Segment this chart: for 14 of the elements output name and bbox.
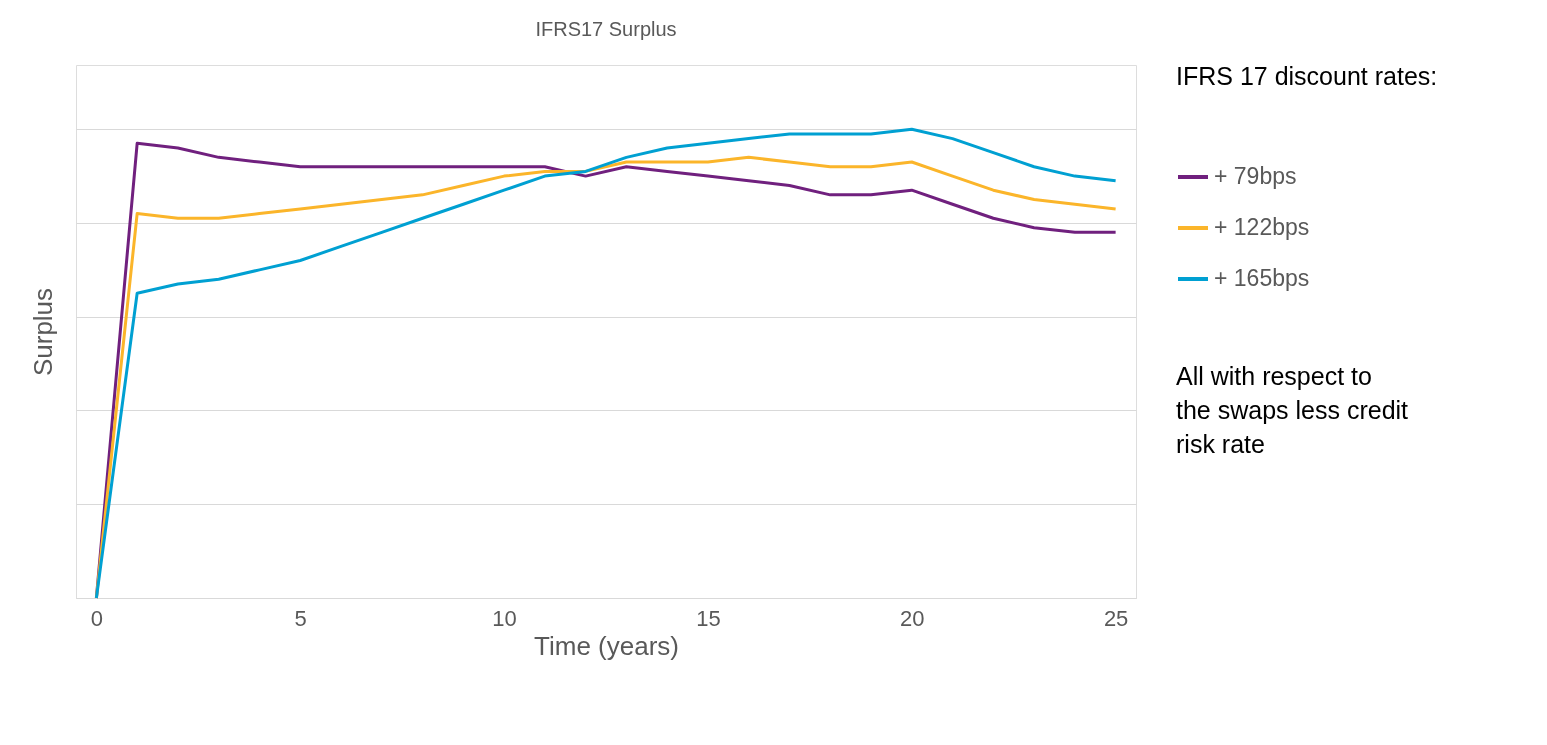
x-tick-label: 20 (900, 605, 925, 631)
legend-label: + 79bps (1214, 163, 1297, 189)
legend-label: + 165bps (1214, 265, 1310, 291)
legend-title: IFRS 17 discount rates: (1176, 62, 1438, 90)
x-tick-label: 15 (696, 605, 721, 631)
x-tick-label: 0 (90, 605, 104, 631)
x-tick-label: 5 (294, 605, 307, 631)
chart-title: IFRS17 Surplus (535, 18, 677, 40)
y-axis-title: Surplus (27, 287, 58, 377)
text: All with respect to the swaps less credit risk rate (1176, 362, 1409, 458)
x-tick-label: 10 (492, 605, 517, 631)
x-axis-title: Time (years) (534, 630, 679, 661)
x-tick-label: 25 (1103, 605, 1129, 631)
legend-label: + 122bps (1214, 214, 1310, 240)
